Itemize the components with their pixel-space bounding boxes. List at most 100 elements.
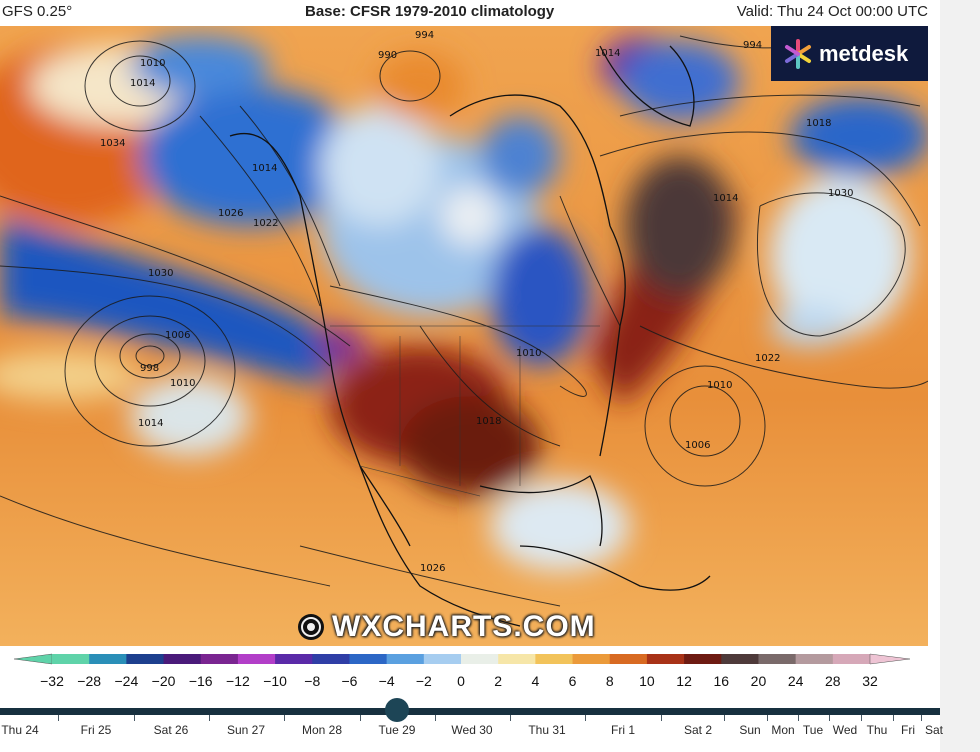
color-scale-legend: −32 −28 −24 −20 −16 −12 −10 −8 −6 −4 −2 0 2 4 6 8 10 12 16… [0, 646, 940, 708]
scale-swatch [275, 654, 313, 664]
isobar-label: 1030 [148, 268, 173, 279]
isobar-label: 1006 [165, 330, 190, 341]
time-slider-label[interactable]: Fri [901, 723, 915, 737]
scale-tick-label: −20 [151, 673, 176, 689]
isobar-labels: 1010 1014 1034 1026 1022 1014 990 994 10… [100, 30, 853, 574]
time-slider-tick [660, 715, 662, 721]
isobar-label: 1014 [252, 163, 277, 174]
asterisk-flower-icon [785, 38, 811, 69]
scale-swatch [386, 654, 425, 664]
scale-tick-label: 0 [457, 673, 465, 689]
anomaly-map-graphic: 1010 1014 1034 1026 1022 1014 990 994 10… [0, 30, 928, 627]
isobar-label: 1030 [828, 188, 853, 199]
isobar-label: 1010 [707, 380, 732, 391]
time-slider-track[interactable] [0, 708, 940, 715]
time-slider-tick [58, 715, 59, 721]
time-slider-tick [434, 715, 436, 721]
scale-swatch [312, 654, 350, 664]
storm-swirl-icon [298, 614, 324, 640]
isobar-label: 1026 [218, 208, 243, 219]
isobar-label: 1014 [130, 78, 155, 89]
scale-tick-label: 28 [825, 673, 841, 689]
scale-tick-label: −6 [341, 673, 358, 689]
scale-swatch [572, 654, 611, 664]
time-slider-tick [892, 715, 894, 721]
time-slider-tick [798, 715, 799, 721]
scale-tick-label: 4 [531, 673, 540, 689]
isobar-label: 1034 [100, 138, 125, 149]
scale-tick-label: 16 [713, 673, 730, 689]
time-slider-label[interactable]: Fri 25 [80, 723, 112, 737]
coastlines [229, 45, 711, 627]
scale-swatch [200, 654, 239, 664]
scale-tick-label: 6 [568, 673, 577, 689]
isobars [0, 35, 928, 607]
isobar-label: 1022 [253, 218, 278, 229]
isobar-label: 990 [378, 50, 397, 61]
isobar-label: 1006 [685, 440, 710, 451]
scale-arrow-right [869, 653, 911, 665]
time-slider-label[interactable]: Thu 24 [1, 723, 39, 737]
time-slider-label[interactable]: Wed [832, 723, 858, 737]
time-slider-handle[interactable] [385, 698, 409, 722]
time-slider-label[interactable]: Fri 1 [611, 723, 635, 737]
isobar-label: 994 [415, 30, 434, 41]
time-slider-label[interactable]: Mon [771, 723, 795, 737]
time-slider[interactable]: Thu 24 Fri 25 Sat 26 Sun 27 Mon 28 Tue 29 Wed … [0, 698, 944, 752]
metdesk-logo-text: metdesk [819, 40, 909, 66]
time-slider-label[interactable]: Tue [802, 723, 824, 737]
isobar-label: 1010 [516, 348, 541, 359]
scale-tick-label: −32 [40, 673, 64, 689]
scale-tick-label: −10 [263, 673, 287, 689]
time-slider-tick [921, 715, 922, 721]
scale-tick-label: −28 [77, 673, 102, 689]
isobar-label: 1014 [713, 193, 738, 204]
scale-swatch [535, 654, 574, 664]
scale-tick-label: 12 [676, 673, 692, 689]
scale-arrow-left [13, 653, 53, 665]
scale-tick-label: −12 [226, 673, 250, 689]
isobar-label: 1010 [140, 58, 165, 69]
scale-tick-label: 8 [605, 673, 614, 689]
scale-tick-label: −16 [188, 673, 213, 689]
time-slider-tick [133, 715, 135, 721]
scale-tick-label: −8 [304, 673, 321, 689]
scale-swatch [832, 654, 871, 664]
time-slider-tick [359, 715, 361, 721]
scale-swatch [684, 654, 722, 664]
anomaly-shading [0, 36, 928, 571]
isobar-label: 998 [140, 363, 159, 374]
scale-swatch [721, 654, 759, 664]
scale-swatch [126, 654, 165, 664]
time-slider-label[interactable]: Sat 2 [683, 723, 713, 737]
isobar-label: 994 [743, 40, 762, 51]
isobar-label: 1010 [170, 378, 195, 389]
time-slider-label[interactable]: Mon 28 [301, 723, 343, 737]
time-slider-label[interactable]: Wed 30 [451, 723, 493, 737]
scale-swatch [795, 654, 834, 664]
scale-swatch [52, 654, 90, 664]
scale-tick-label: 20 [750, 673, 767, 689]
time-slider-label[interactable]: Tue 29 [378, 723, 416, 737]
scale-swatch [423, 654, 462, 664]
isobar-label: 1026 [420, 563, 445, 574]
time-slider-label[interactable]: Sat 26 [153, 723, 189, 737]
right-gutter [940, 0, 980, 752]
time-slider-tick [208, 715, 210, 721]
time-slider-label[interactable]: Sun 27 [226, 723, 266, 737]
scale-swatch [349, 654, 388, 664]
time-slider-label[interactable]: Thu 31 [528, 723, 566, 737]
metdesk-logo[interactable]: metdesk [771, 26, 928, 81]
time-slider-label[interactable]: Sun [739, 723, 761, 737]
scale-swatch [758, 654, 797, 664]
anomaly-map[interactable]: 1010 1014 1034 1026 1022 1014 990 994 10… [0, 26, 928, 646]
color-scale-bar [13, 653, 911, 665]
model-label: GFS 0.25° [2, 3, 73, 20]
time-slider-label[interactable]: Sat [924, 723, 944, 737]
chart-header: GFS 0.25° Base: CFSR 1979-2010 climatolo… [0, 0, 940, 26]
isobar-label: 1014 [595, 48, 620, 59]
scale-tick-label: 2 [494, 673, 503, 689]
wxcharts-watermark: WXCHARTS.COM [332, 610, 596, 643]
time-slider-label[interactable]: Thu [866, 723, 888, 737]
scale-tick-label: 10 [639, 673, 655, 689]
